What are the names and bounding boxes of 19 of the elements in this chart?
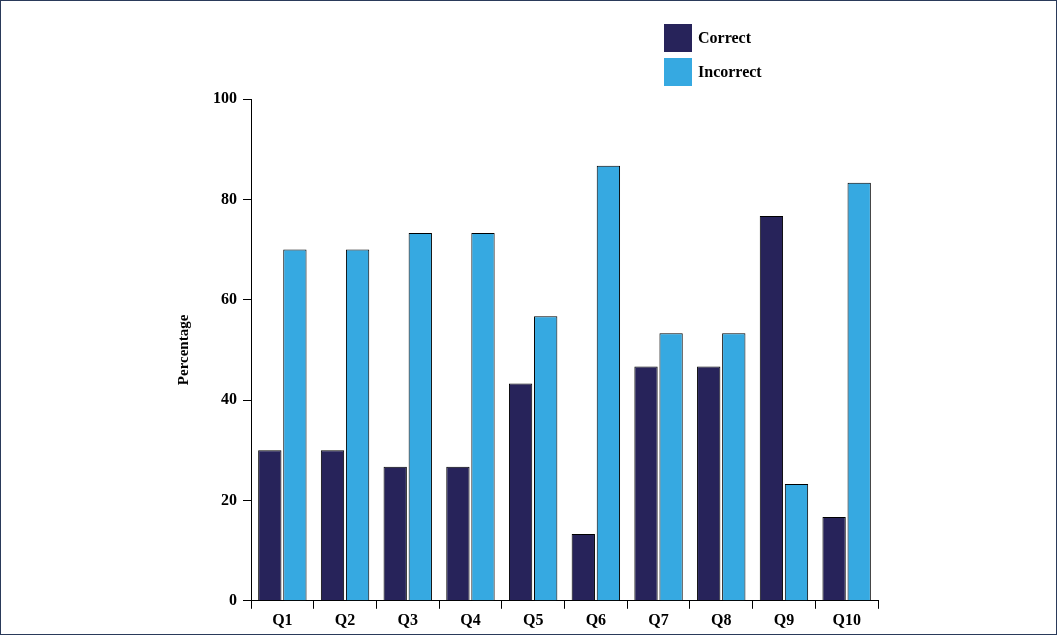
y-tick-label: 20	[221, 490, 237, 508]
legend-label: Correct	[698, 29, 751, 47]
y-tick-label: 100	[213, 89, 237, 107]
x-tick-label: Q2	[334, 610, 356, 628]
legend-label: Incorrect	[698, 63, 762, 81]
y-tick-label: 0	[229, 590, 237, 608]
x-tick-label: Q10	[832, 610, 861, 628]
x-tick-label: Q1	[272, 610, 293, 628]
x-tick-label: Q7	[648, 610, 669, 628]
x-tick-label: Q6	[585, 610, 607, 628]
y-tick-label: 60	[221, 289, 237, 307]
x-tick-label: Q4	[460, 610, 481, 628]
x-tick-label: Q9	[773, 610, 795, 628]
x-tick-label: Q3	[397, 610, 418, 628]
y-tick-label: 40	[221, 390, 237, 408]
x-tick-label: Q5	[522, 610, 544, 628]
y-tick-label: 80	[221, 189, 237, 207]
x-tick-label: Q8	[711, 610, 732, 628]
y-axis-title: Percentage	[174, 314, 191, 386]
